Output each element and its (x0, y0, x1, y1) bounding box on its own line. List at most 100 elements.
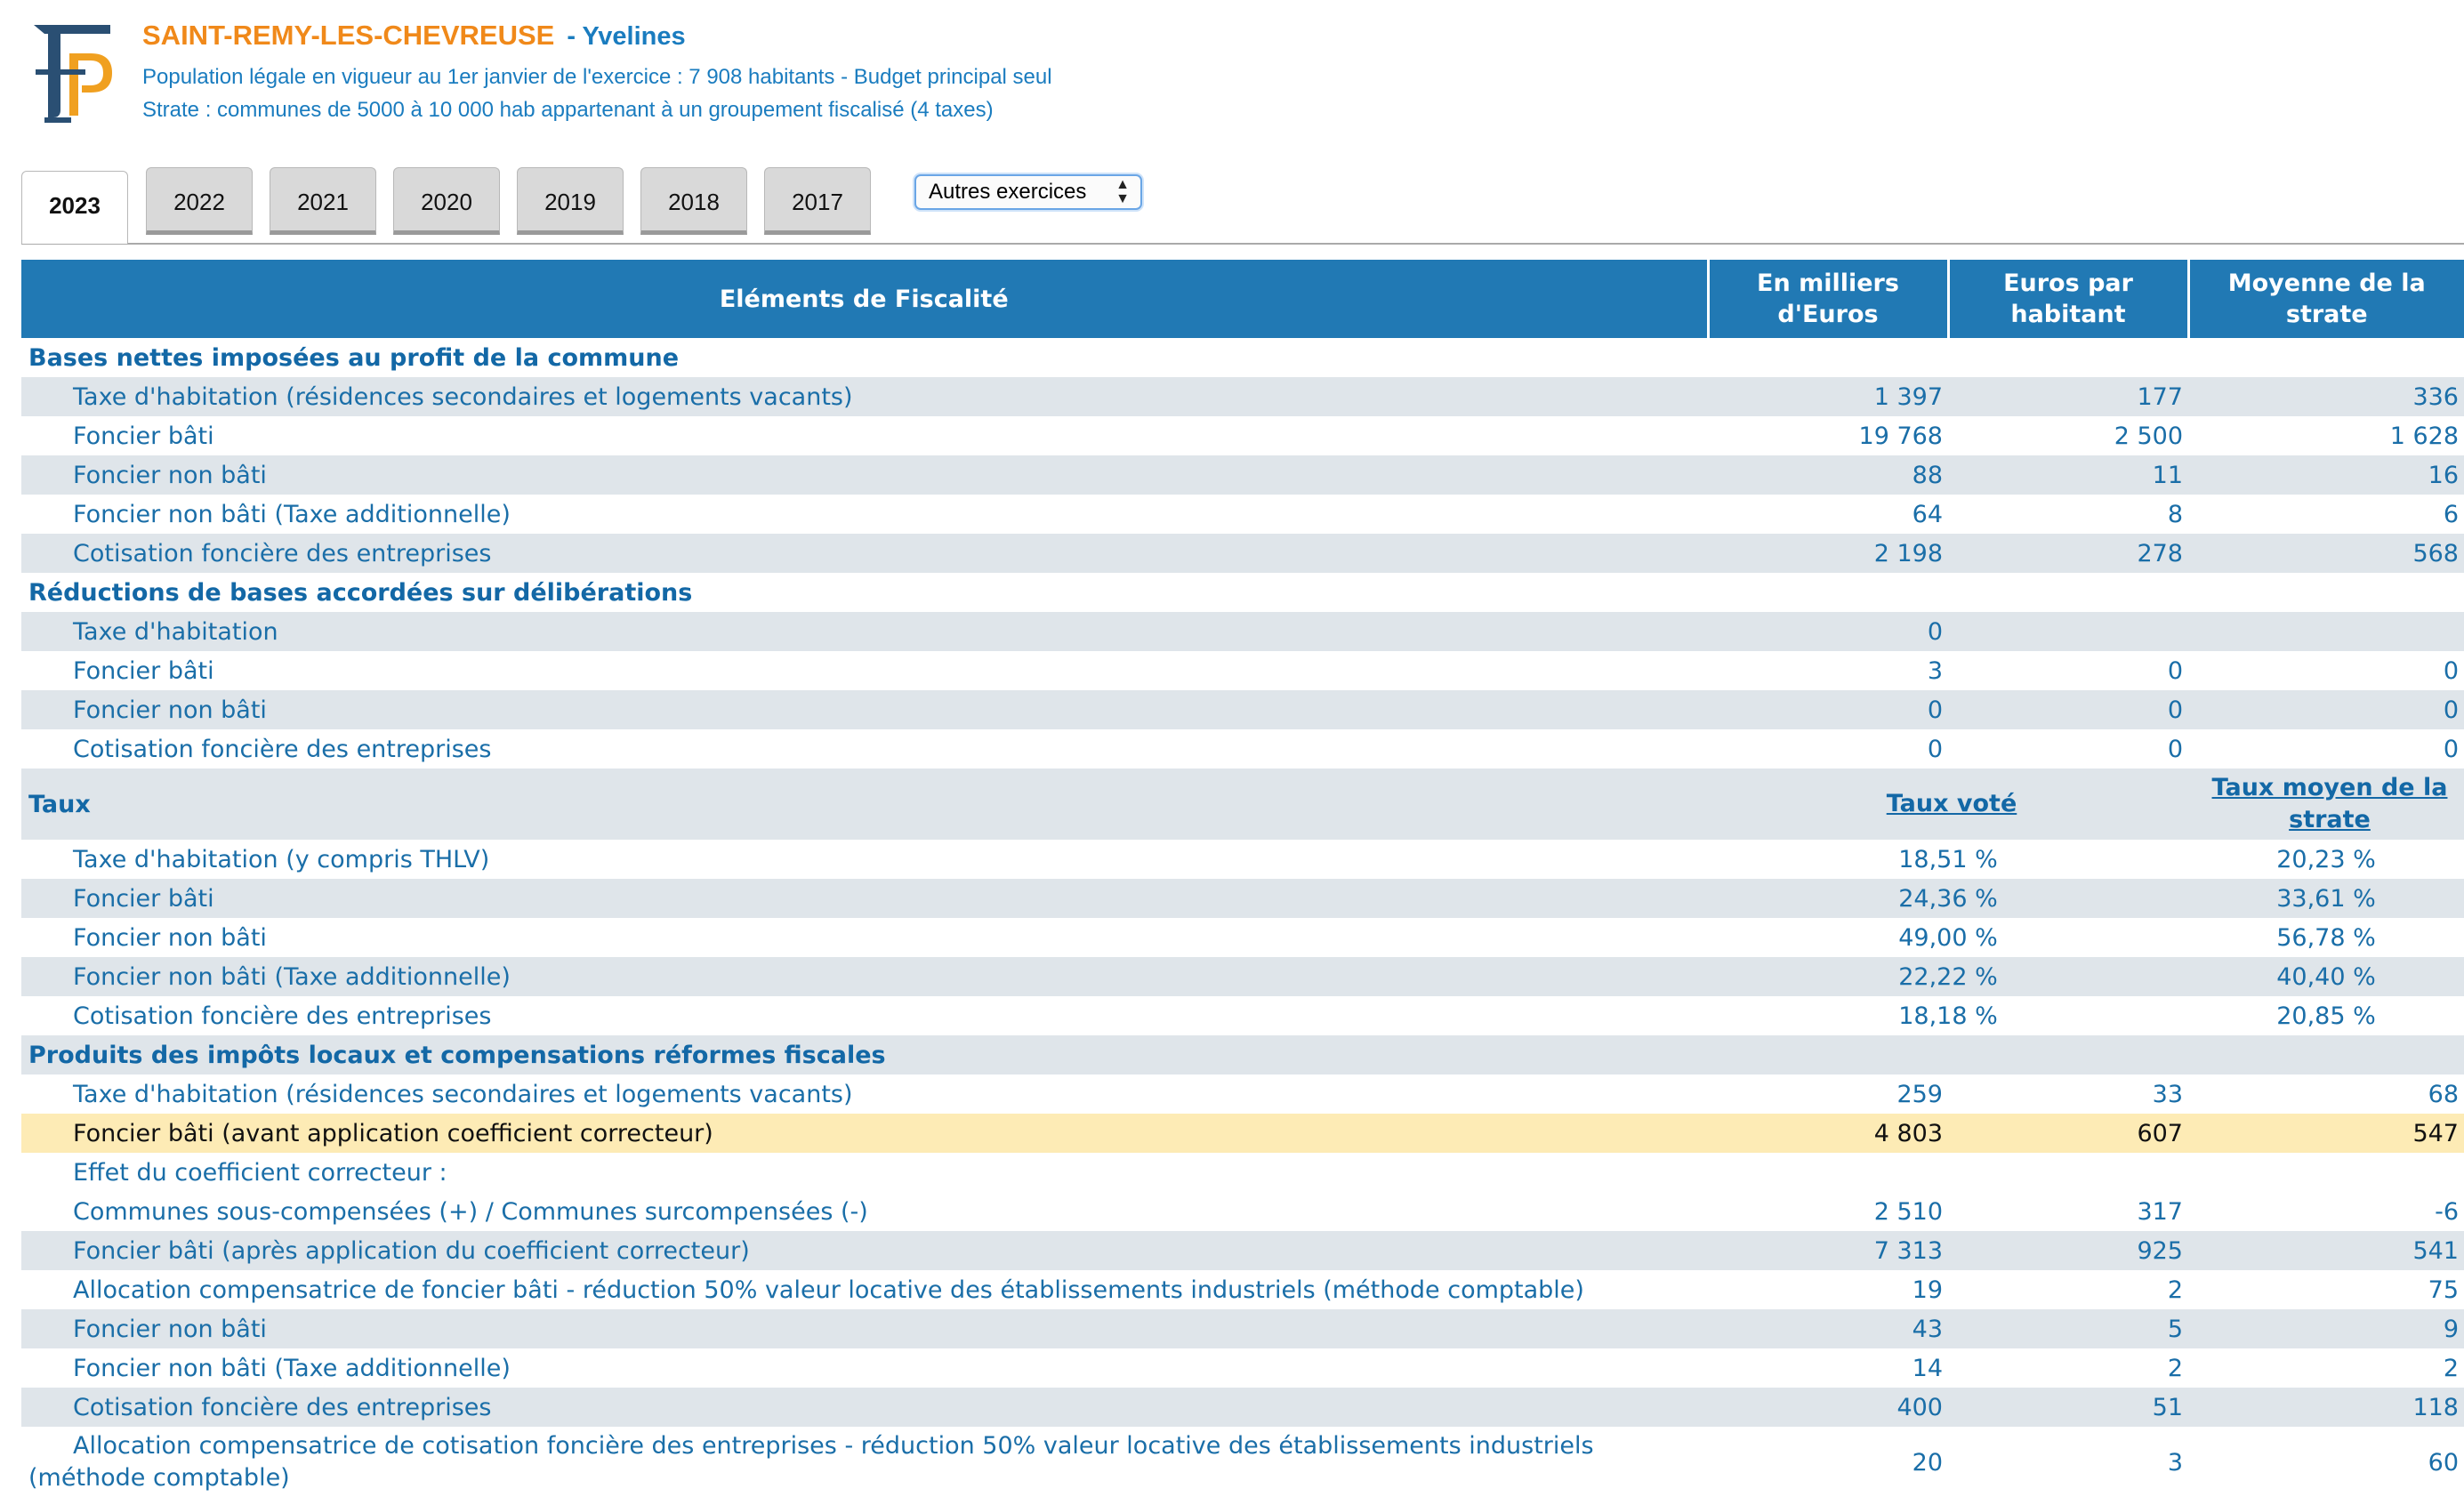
table-row: Communes sous-compensées (+) / Communes … (21, 1192, 2464, 1231)
tab-2018[interactable]: 2018 (640, 167, 747, 235)
row-habitant: 3 (1948, 1427, 2188, 1498)
header-par-habitant: Euros par habitant (1948, 260, 2190, 338)
row-label: Communes sous-compensées (+) / Communes … (21, 1192, 1708, 1231)
department-name: - Yvelines (567, 22, 686, 51)
row-label: Allocation compensatrice de cotisation f… (21, 1427, 1708, 1498)
row-milliers: 400 (1708, 1388, 1948, 1427)
taux-vote-link[interactable]: Taux voté (1708, 769, 2188, 840)
row-milliers: 4 803 (1708, 1114, 1948, 1153)
row-milliers: 1 397 (1708, 377, 1948, 416)
row-label: Taxe d'habitation (y compris THLV) (21, 840, 1708, 879)
row-label: Taxe d'habitation (résidences secondaire… (21, 1074, 1708, 1114)
row-strate: -6 (2188, 1192, 2464, 1231)
tab-2017[interactable]: 2017 (764, 167, 871, 235)
row-label: Foncier bâti (après application du coeff… (21, 1231, 1708, 1270)
row-milliers: 3 (1708, 651, 1948, 690)
population-line: Population légale en vigueur au 1er janv… (142, 65, 1052, 89)
row-strate (2188, 612, 2464, 651)
section-title-reductions: Réductions de bases accordées sur délibé… (21, 573, 2464, 612)
table-row: Foncier non bâti 43 5 9 (21, 1309, 2464, 1348)
table-row: Foncier non bâti 0 0 0 (21, 690, 2464, 729)
row-taux-vote: 49,00 % (1708, 918, 2188, 957)
taux-moyen-link[interactable]: Taux moyen de la strate (2188, 769, 2464, 840)
row-milliers: 43 (1708, 1309, 1948, 1348)
row-milliers: 14 (1708, 1348, 1948, 1388)
header-moyenne-strate: Moyenne de la strate (2188, 260, 2464, 338)
row-taux-vote: 18,51 % (1708, 840, 2188, 879)
row-habitant: 8 (1948, 495, 2188, 534)
table-row: Foncier non bâti 49,00 % 56,78 % (21, 918, 2464, 957)
row-milliers: 259 (1708, 1074, 1948, 1114)
table-row: Foncier non bâti (Taxe additionnelle) 22… (21, 957, 2464, 996)
row-label: Cotisation foncière des entreprises (21, 534, 1708, 573)
table-row: Allocation compensatrice de foncier bâti… (21, 1270, 2464, 1309)
row-label: Foncier non bâti (Taxe additionnelle) (21, 1348, 1708, 1388)
section-title-bases: Bases nettes imposées au profit de la co… (21, 338, 2464, 377)
row-habitant: 2 (1948, 1270, 2188, 1309)
table-row: Cotisation foncière des entreprises 2 19… (21, 534, 2464, 573)
table-row: Taxe d'habitation (résidences secondaire… (21, 377, 2464, 416)
row-strate: 2 (2188, 1348, 2464, 1388)
row-habitant (1948, 612, 2188, 651)
tab-2020[interactable]: 2020 (393, 167, 500, 235)
other-years-select[interactable]: Autres exercices ▲ ▼ (914, 174, 1142, 210)
row-strate: 547 (2188, 1114, 2464, 1153)
row-taux-vote: 18,18 % (1708, 996, 2188, 1035)
row-milliers: 7 313 (1708, 1231, 1948, 1270)
row-label: Foncier bâti (21, 651, 1708, 690)
strate-line: Strate : communes de 5000 à 10 000 hab a… (142, 98, 994, 122)
tab-2019[interactable]: 2019 (517, 167, 624, 235)
row-label: Foncier non bâti (21, 455, 1708, 495)
row-label: Allocation compensatrice de foncier bâti… (21, 1270, 1708, 1309)
row-habitant: 2 (1948, 1348, 2188, 1388)
row-strate: 75 (2188, 1270, 2464, 1309)
row-habitant: 51 (1948, 1388, 2188, 1427)
row-strate: 60 (2188, 1427, 2464, 1498)
section-row: Réductions de bases accordées sur délibé… (21, 573, 2464, 612)
section-row: Taux Taux voté Taux moyen de la strate (21, 769, 2464, 840)
table-row: Foncier non bâti (Taxe additionnelle) 14… (21, 1348, 2464, 1388)
table-row: Cotisation foncière des entreprises 18,1… (21, 996, 2464, 1035)
header-elements: Eléments de Fiscalité (21, 260, 1710, 338)
tab-2023[interactable]: 2023 (21, 171, 128, 244)
row-strate: 68 (2188, 1074, 2464, 1114)
row-milliers: 2 510 (1708, 1192, 1948, 1231)
row-label: Cotisation foncière des entreprises (21, 1388, 1708, 1427)
row-label: Cotisation foncière des entreprises (21, 996, 1708, 1035)
row-habitant: 925 (1948, 1231, 2188, 1270)
other-years-select-value: Autres exercices (929, 180, 1087, 204)
table-row: Foncier bâti (après application du coeff… (21, 1231, 2464, 1270)
table-row: Allocation compensatrice de cotisation f… (21, 1427, 2464, 1498)
row-habitant: 2 500 (1948, 416, 2188, 455)
fp-logo-icon (18, 18, 125, 123)
row-taux-moyen: 56,78 % (2188, 918, 2464, 957)
table-row: Taxe d'habitation (y compris THLV) 18,51… (21, 840, 2464, 879)
city-name: SAINT-REMY-LES-CHEVREUSE (142, 20, 555, 51)
row-label: Foncier bâti (avant application coeffici… (21, 1114, 1708, 1153)
row-strate: 16 (2188, 455, 2464, 495)
commune-header: SAINT-REMY-LES-CHEVREUSE - Yvelines Popul… (142, 20, 1052, 126)
table-row: Cotisation foncière des entreprises 0 0 … (21, 729, 2464, 769)
row-milliers: 88 (1708, 455, 1948, 495)
row-taux-moyen: 20,85 % (2188, 996, 2464, 1035)
row-milliers: 19 (1708, 1270, 1948, 1309)
row-habitant: 278 (1948, 534, 2188, 573)
row-strate (2188, 1153, 2464, 1192)
fiscalite-table: Eléments de Fiscalité En milliers d'Euro… (21, 260, 2464, 1498)
row-label: Foncier non bâti (Taxe additionnelle) (21, 957, 1708, 996)
row-label: Foncier non bâti (21, 918, 1708, 957)
row-habitant: 0 (1948, 729, 2188, 769)
table-row: Foncier bâti 19 768 2 500 1 628 (21, 416, 2464, 455)
year-tabs: 2023 2022 2021 2020 2019 2018 2017 Autre… (21, 165, 2464, 244)
row-strate: 118 (2188, 1388, 2464, 1427)
tab-divider (21, 243, 2464, 245)
table-row: Foncier bâti 3 0 0 (21, 651, 2464, 690)
section-row: Bases nettes imposées au profit de la co… (21, 338, 2464, 377)
row-taux-moyen: 33,61 % (2188, 879, 2464, 918)
row-habitant (1948, 1153, 2188, 1192)
row-milliers: 2 198 (1708, 534, 1948, 573)
row-label: Taxe d'habitation (résidences secondaire… (21, 377, 1708, 416)
tab-2022[interactable]: 2022 (146, 167, 253, 235)
tab-2021[interactable]: 2021 (270, 167, 376, 235)
row-strate: 0 (2188, 729, 2464, 769)
